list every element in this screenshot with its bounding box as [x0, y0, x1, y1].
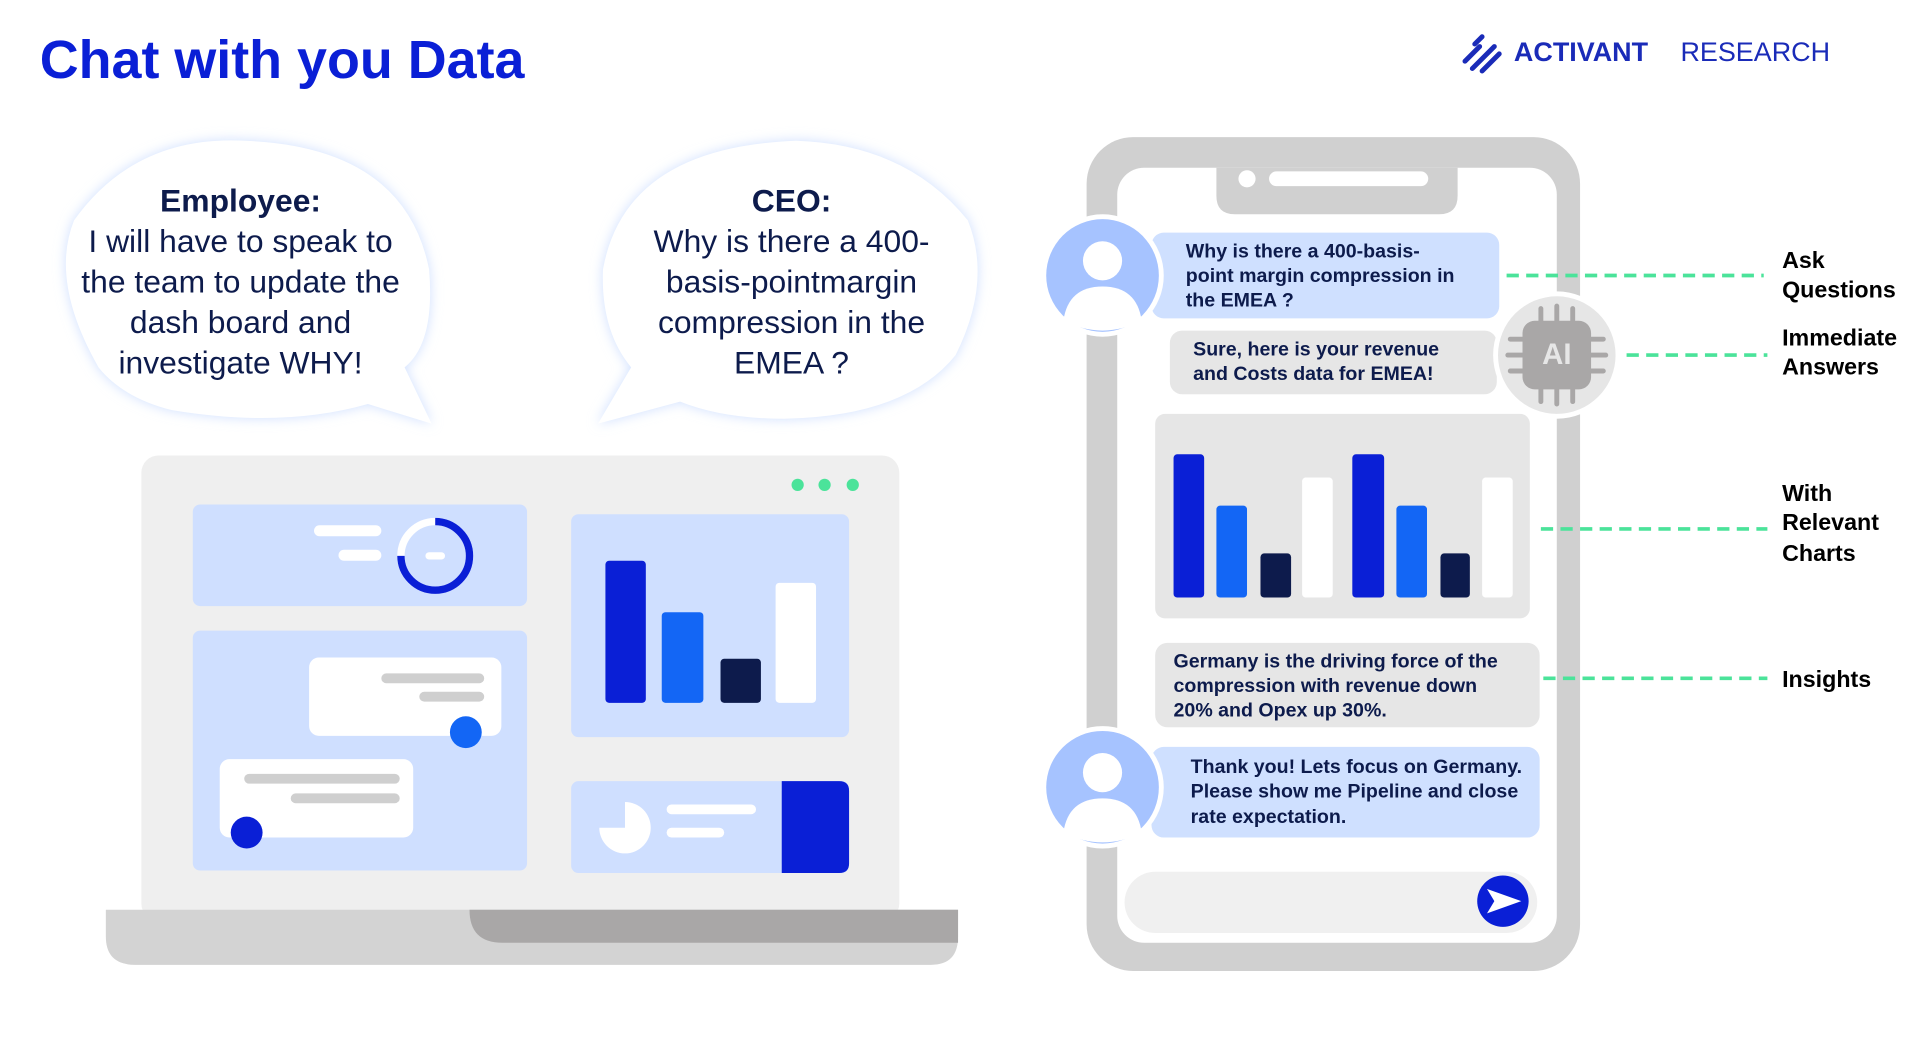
bubble-line: EMEA ? [734, 344, 849, 380]
laptop-hinge [469, 909, 959, 943]
bubble-shape [65, 140, 432, 424]
message-line: compression with revenue down [1174, 675, 1478, 697]
donut-center [425, 552, 446, 560]
panel-line [314, 525, 382, 537]
feature-label: Insights [1782, 666, 1871, 692]
message-line: Germany is the driving force of the [1174, 651, 1498, 673]
panel-line [338, 549, 382, 561]
illustration-bar [661, 612, 704, 703]
feature-label: Immediate [1782, 324, 1897, 350]
brand-mark [1462, 34, 1502, 74]
illustration-bar [775, 582, 817, 703]
message-line: Why is there a 400-basis- [1186, 240, 1420, 262]
feature-label: Questions [1782, 277, 1896, 303]
illustration-bar [1260, 553, 1292, 598]
chat-input [1124, 871, 1538, 934]
message-line: point margin compression in [1186, 265, 1455, 287]
message-user [1151, 232, 1500, 319]
feature-label: With [1782, 480, 1832, 506]
window-dot [818, 478, 831, 491]
donut-arc [397, 517, 474, 594]
message-user [1151, 746, 1540, 838]
pie-icon [599, 801, 651, 854]
illustration-bar [720, 658, 761, 703]
feature-label: Relevant [1782, 509, 1879, 535]
feature-label: Answers [1782, 354, 1879, 380]
brand-name: ACTIVANT [1514, 37, 1649, 67]
panel-block [781, 781, 850, 874]
feature-label: Charts [1782, 540, 1856, 566]
card-line [381, 673, 485, 684]
bubble-line: the team to update the [81, 263, 400, 299]
avatar-head [1082, 753, 1123, 793]
message-line: Thank you! Lets focus on Germany. [1191, 756, 1522, 778]
card-dot [230, 816, 263, 849]
phone-speaker [1269, 171, 1429, 187]
illustration-bar [1216, 505, 1248, 598]
illustration-bar [1352, 454, 1385, 598]
ai-label: AI [1542, 338, 1571, 371]
message-line: rate expectation. [1191, 806, 1347, 828]
avatar-head [1082, 241, 1123, 281]
panel-line [666, 827, 725, 838]
brand-logo: ACTIVANT RESEARCH [1462, 34, 1830, 74]
illustration-bar [1440, 553, 1470, 598]
employee-bubble: Employee: I will have to speak to the te… [65, 140, 432, 424]
bubble-line: basis-pointmargin [666, 263, 917, 299]
message-ai [1155, 642, 1540, 728]
card-line [290, 793, 400, 804]
bubble-shape [598, 140, 978, 424]
panel-line [666, 804, 757, 815]
message-line: Sure, here is your revenue [1193, 338, 1439, 360]
speaker: CEO: [752, 183, 832, 219]
illustration-bar [1396, 505, 1428, 598]
card-dot [449, 716, 482, 749]
message-line: the EMEA ? [1186, 289, 1294, 311]
avatar-body [1063, 798, 1142, 843]
panel [571, 781, 850, 874]
window-dot [791, 478, 804, 491]
speaker: Employee: [160, 183, 321, 219]
bubble-line: compression in the [658, 304, 925, 340]
bubble-line: Why is there a 400- [654, 223, 930, 259]
send-icon [1487, 888, 1522, 914]
window-dot [846, 478, 859, 491]
laptop [105, 455, 959, 965]
card-line [244, 773, 400, 784]
feature-label: Ask [1782, 247, 1825, 273]
bubble-line: investigate WHY! [118, 344, 362, 380]
ceo-bubble: CEO: Why is there a 400- basis-pointmarg… [598, 140, 978, 424]
brand-suffix: RESEARCH [1680, 37, 1830, 67]
phone: Why is there a 400-basis- point margin c… [1041, 137, 1621, 971]
illustration-bar [1302, 477, 1333, 598]
message-line: Please show me Pipeline and close [1191, 780, 1519, 802]
phone-camera [1238, 170, 1256, 188]
bubble-line: I will have to speak to [88, 223, 392, 259]
card-line [419, 691, 485, 702]
illustration-bar [1173, 454, 1205, 598]
illustration-bar [1482, 477, 1513, 598]
illustration-bar [605, 560, 646, 703]
avatar-body [1063, 286, 1142, 331]
message-ai [1169, 330, 1497, 395]
bubble-line: dash board and [130, 304, 351, 340]
message-line: 20% and Opex up 30%. [1174, 700, 1387, 722]
ai-chip [1522, 320, 1592, 390]
message-line: and Costs data for EMEA! [1193, 363, 1433, 385]
ai-chip-pins [1505, 303, 1609, 407]
page-title: Chat with you Data [40, 30, 526, 90]
chart-panel [1155, 413, 1530, 619]
